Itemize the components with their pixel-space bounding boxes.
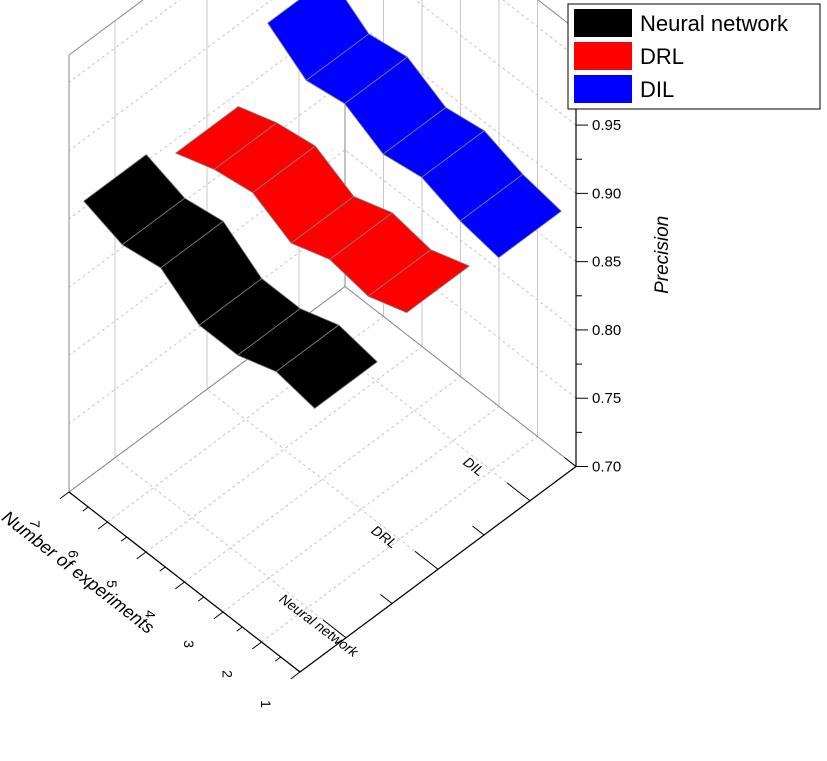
z-tick-label: 0.75	[592, 390, 621, 407]
z-tick-label: 0.80	[592, 322, 621, 339]
ribbon-series-dil	[267, 0, 562, 259]
legend-label: Neural network	[640, 11, 789, 36]
category-minor-tick	[380, 594, 393, 604]
category-minor-tick	[564, 457, 577, 467]
x-tick-label: 1	[258, 700, 274, 708]
x-tick	[59, 491, 70, 500]
x-minor-tick	[274, 656, 282, 662]
x-tick	[290, 671, 301, 680]
legend-label: DRL	[640, 44, 684, 69]
ribbon-segment	[275, 324, 378, 409]
x-tick-label: 2	[220, 670, 236, 678]
x-tick-label: 4	[143, 610, 159, 618]
x-tick-label: 7	[27, 520, 43, 528]
floor-gridline-category	[298, 320, 531, 502]
category-tick	[414, 550, 439, 570]
wall-gridline-z	[344, 217, 577, 399]
x-tick	[175, 581, 185, 590]
x-tick-label: 5	[104, 580, 120, 588]
category-minor-tick	[288, 662, 301, 673]
category-minor-tick	[472, 525, 485, 536]
category-tick	[506, 482, 531, 502]
z-axis-label: Precision	[652, 216, 673, 294]
legend: Neural network DRL DIL	[567, 3, 821, 110]
legend-label: DIL	[640, 77, 674, 102]
z-tick-label: 0.85	[592, 254, 621, 271]
z-tick-label: 0.70	[592, 459, 621, 476]
wall-gridline-z	[344, 149, 577, 331]
x-minor-tick	[82, 506, 89, 512]
category-tick	[322, 619, 347, 639]
x-minor-tick	[120, 536, 128, 542]
wall-gridline-z	[414, 0, 577, 126]
x-tick-label: 6	[66, 550, 82, 558]
frame-edge	[344, 286, 577, 467]
ribbon-segment	[367, 249, 470, 314]
x-minor-tick	[197, 596, 205, 602]
x-minor-tick	[159, 566, 166, 572]
floor-gridline-category	[206, 388, 439, 570]
x-tick	[213, 611, 224, 620]
z-tick-label: 0.95	[592, 117, 621, 134]
floor-gridline-category	[114, 457, 347, 639]
ribbon-series-drl	[175, 106, 470, 314]
x-minor-tick	[236, 626, 243, 632]
wall-gridline-z	[502, 0, 577, 58]
x-tick	[136, 551, 147, 560]
ribbon-series-neural-network	[83, 154, 378, 409]
frame-edge	[68, 0, 144, 56]
ribbon-segment	[459, 173, 562, 259]
x-tick-label: 3	[181, 640, 197, 648]
chart-ribbons	[83, 0, 562, 409]
legend-swatch	[574, 9, 632, 37]
wall-gridline-z	[344, 13, 577, 194]
z-tick-label: 0.90	[592, 185, 621, 202]
x-tick	[252, 641, 262, 650]
legend-swatch	[574, 42, 632, 70]
x-tick	[98, 521, 108, 530]
legend-swatch	[574, 75, 632, 103]
